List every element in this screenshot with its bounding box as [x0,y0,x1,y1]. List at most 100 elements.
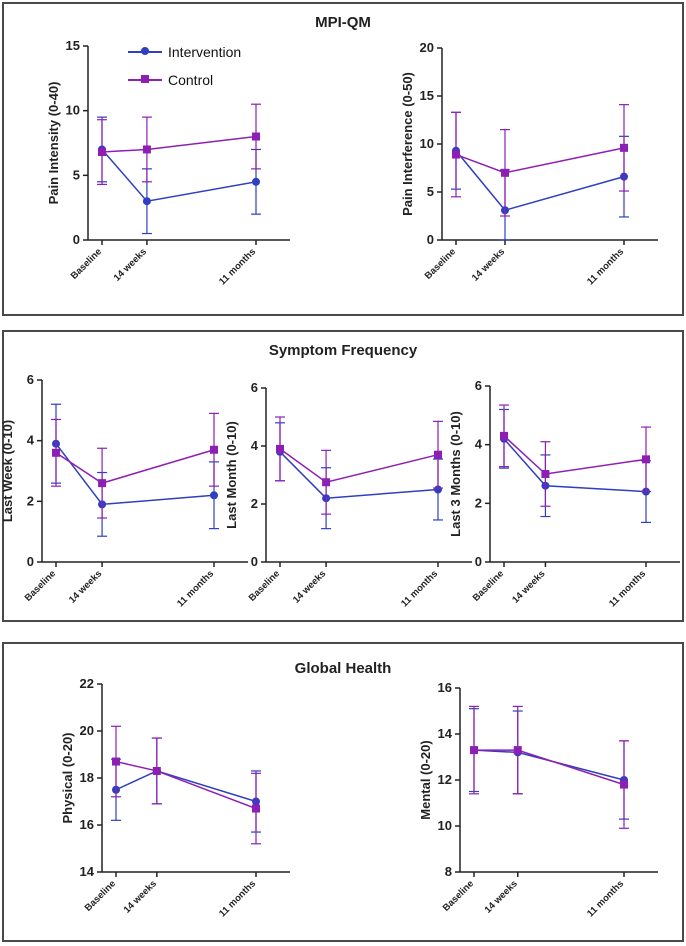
y-tick-label: 0 [427,232,434,247]
y-tick-label: 22 [80,676,94,691]
y-tick-label: 10 [66,103,80,118]
data-point [452,150,460,159]
data-point [152,766,161,775]
data-point [98,148,106,157]
y-tick-label: 6 [251,380,258,395]
y-tick-label: 15 [66,38,80,53]
x-tick-label: 11 months [585,878,626,919]
x-tick-label: 14 weeks [291,568,328,605]
y-tick-label: 15 [420,88,434,103]
y-tick-label: 2 [251,496,258,511]
series-line [279,451,439,499]
series-intervention [469,708,629,820]
y-tick-label: 14 [438,726,453,741]
series-line [101,148,257,203]
y-tick-label: 5 [427,184,434,199]
data-point [620,143,628,152]
legend-entry-intervention: Intervention [128,40,241,64]
chart-3: 0 2 4 6 Last Month (0-10) Baseline 14 weeks 11 … [224,380,472,609]
series-line [279,448,439,484]
y-axis-label: Last Month (0-10) [224,421,239,529]
x-tick-label: 11 months [217,246,258,287]
x-tick-label: 14 weeks [510,568,547,605]
x-tick-label: Baseline [83,878,118,913]
legend-marker-circle-icon [128,45,162,59]
legend-label: Control [168,72,214,88]
data-point [210,445,218,454]
y-tick-label: 18 [80,770,94,785]
series-control [111,725,261,845]
y-axis-label: Last Week (0-10) [0,420,15,522]
series-intervention [51,403,219,537]
y-tick-label: 0 [475,554,482,569]
data-point [541,470,550,478]
series-control [451,104,629,217]
legend-marker-square-icon [128,73,162,87]
chart-1: 0 5 10 15 20 Pain Interference (0-50) Baseline… [400,40,658,287]
x-tick-label: Baseline [423,246,458,281]
data-point [642,455,650,464]
y-tick-label: 16 [438,680,452,695]
data-point [142,197,151,206]
panel-title: Global Health [294,660,392,677]
data-point [252,177,260,186]
x-tick-label: Baseline [69,246,104,281]
data-point [501,168,509,177]
panel-title: MPI-QM [315,14,371,31]
data-point [513,746,522,755]
y-tick-label: 6 [27,372,34,387]
y-tick-label: 2 [27,493,34,508]
series-intervention [499,408,651,524]
y-tick-label: 20 [420,40,434,55]
series-control [499,404,651,507]
x-tick-label: 14 weeks [483,878,520,915]
series-line [55,449,215,484]
series-line [101,135,257,153]
y-tick-label: 4 [27,433,35,448]
x-tick-label: Baseline [471,568,506,603]
x-tick-label: 14 weeks [122,878,159,915]
data-point [620,780,628,789]
chart-legend: Intervention Control [128,40,241,92]
y-axis-label: Physical (0-20) [60,732,75,823]
y-tick-label: 16 [80,817,94,832]
chart-6: 8 10 12 14 16 Mental (0-20) Baseline 14 weeks 11… [418,680,658,919]
series-line [115,760,257,810]
y-axis-label: Pain Interference (0-50) [400,72,415,216]
chart-2: 0 2 4 6 Last Week (0-10) Baseline 14 weeks 11 m… [0,372,248,609]
x-tick-label: 11 months [607,568,648,609]
series-control [51,412,219,519]
x-tick-label: Baseline [441,878,476,913]
x-tick-label: 14 weeks [470,246,507,283]
y-tick-label: 14 [80,864,95,879]
panel-symptom-frequency: Symptom Frequency [2,330,684,622]
y-axis-label: Last 3 Months (0-10) [448,411,463,537]
x-tick-label: 11 months [175,568,216,609]
x-tick-label: 11 months [217,878,258,919]
y-tick-label: 0 [251,554,258,569]
data-point [112,757,120,766]
y-tick-label: 8 [445,864,452,879]
series-line [473,749,625,781]
panel-title: Symptom Frequency [268,342,418,359]
data-point [142,145,151,154]
y-tick-label: 20 [80,723,94,738]
series-control [275,416,443,515]
chart-4: 0 2 4 6 Last 3 Months (0-10) Baseline 14 weeks… [448,378,680,609]
data-point [500,431,508,440]
series-control [469,705,629,829]
data-point [276,444,284,453]
data-point [322,478,331,487]
y-tick-label: 2 [475,495,482,510]
y-tick-label: 4 [251,438,259,453]
series-intervention [97,116,261,235]
data-point [470,746,478,755]
y-tick-label: 6 [475,378,482,393]
y-tick-label: 12 [438,772,452,787]
data-point [434,450,442,459]
data-point [52,448,60,457]
x-tick-label: Baseline [23,568,58,603]
x-tick-label: Baseline [247,568,282,603]
data-point [252,132,260,141]
y-tick-label: 0 [27,554,34,569]
